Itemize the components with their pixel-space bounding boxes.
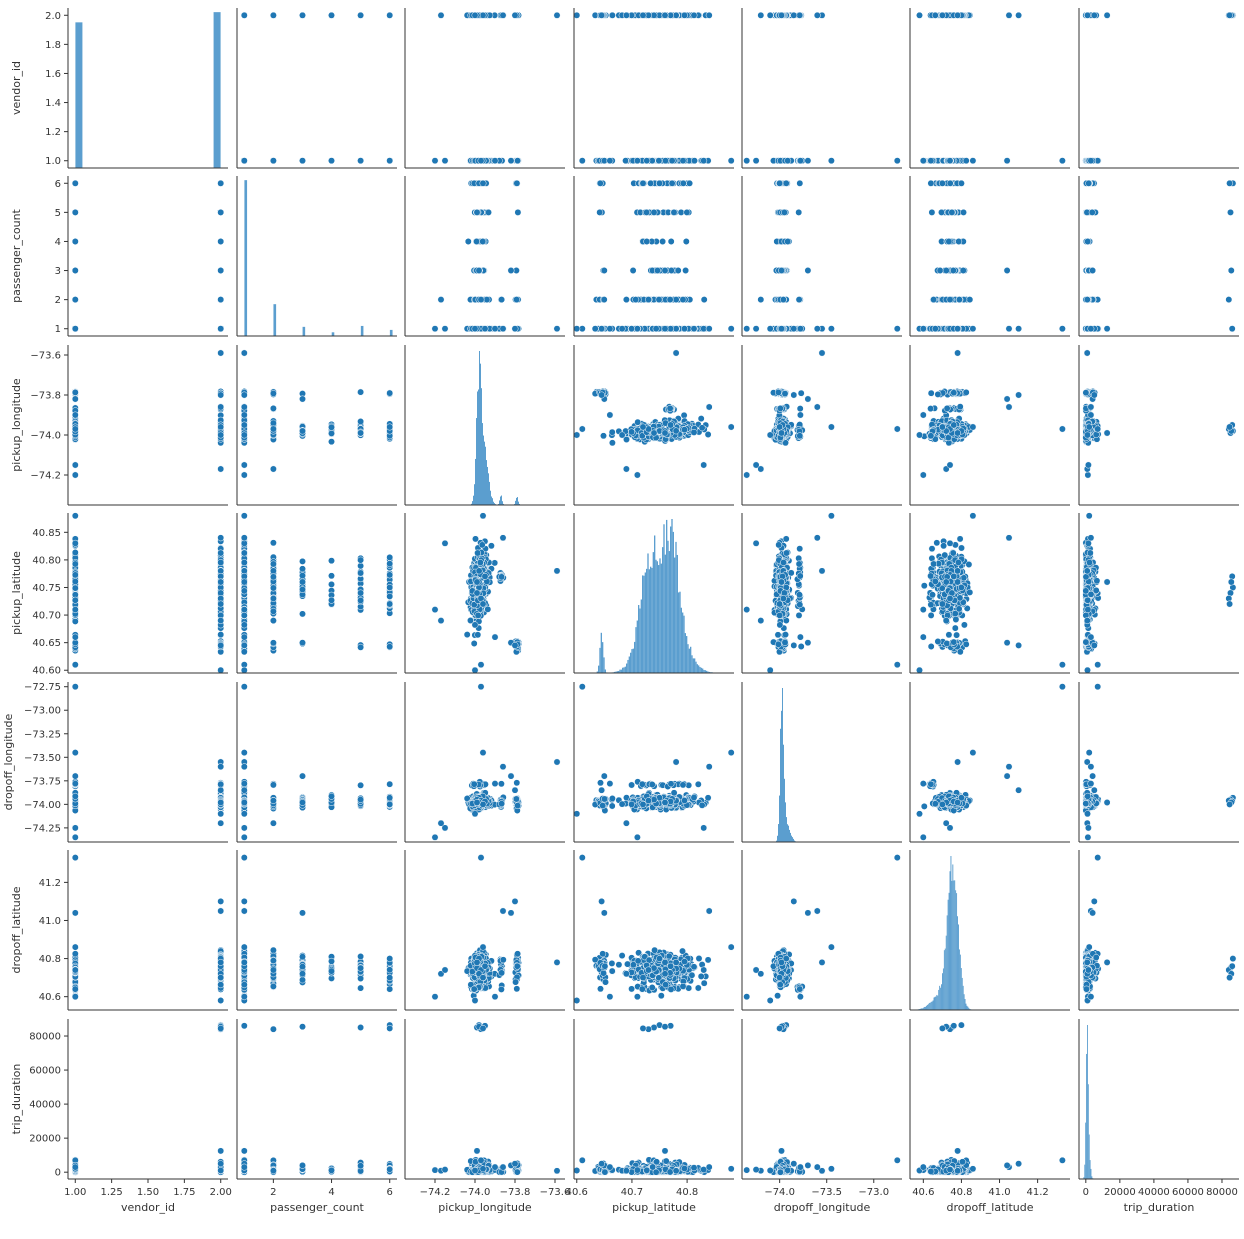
panel-vendor_id-vs-pickup_latitude bbox=[574, 8, 735, 168]
scatter-point bbox=[609, 12, 615, 18]
scatter-point bbox=[656, 158, 662, 164]
scatter-point bbox=[512, 12, 518, 18]
panel-vendor_id-vs-trip_duration bbox=[1079, 8, 1239, 168]
scatter-point bbox=[1226, 12, 1232, 18]
scatter-point bbox=[644, 158, 650, 164]
scatter-point bbox=[357, 12, 363, 18]
scatter-point bbox=[554, 12, 560, 18]
scatter-point bbox=[928, 158, 934, 164]
scatter-point bbox=[579, 158, 585, 164]
scatter-point bbox=[894, 158, 900, 164]
scatter-point bbox=[492, 158, 498, 164]
panel-vendor_id-vs-dropoff_latitude bbox=[910, 8, 1070, 168]
scatter-point bbox=[680, 158, 686, 164]
scatter-point bbox=[438, 12, 444, 18]
scatter-point bbox=[970, 158, 976, 164]
scatter-point bbox=[514, 158, 520, 164]
panel-vendor_id-vs-vendor_id bbox=[68, 8, 228, 168]
scatter-point bbox=[640, 12, 646, 18]
scatter-point bbox=[508, 158, 514, 164]
scatter-point bbox=[744, 158, 750, 164]
scatter-point bbox=[622, 158, 628, 164]
hist-bar-vendor_id-0 bbox=[75, 22, 82, 168]
panel-passenger_count-vs-vendor_id bbox=[68, 176, 228, 336]
scatter-point bbox=[785, 158, 791, 164]
scatter-point bbox=[241, 12, 247, 18]
scatter-point bbox=[634, 158, 640, 164]
scatter-point bbox=[500, 12, 506, 18]
scatter-point bbox=[797, 158, 803, 164]
scatter-point bbox=[1084, 12, 1090, 18]
scatter-point bbox=[701, 158, 707, 164]
panel-vendor_id-vs-dropoff_longitude bbox=[742, 8, 902, 168]
scatter-point bbox=[805, 158, 811, 164]
scatter-point bbox=[623, 12, 629, 18]
scatter-point bbox=[939, 12, 945, 18]
scatter-point bbox=[669, 158, 675, 164]
scatter-point bbox=[598, 12, 604, 18]
scatter-point bbox=[387, 158, 393, 164]
scatter-point bbox=[791, 12, 797, 18]
scatter-point bbox=[270, 158, 276, 164]
scatter-point bbox=[478, 158, 484, 164]
scatter-point bbox=[662, 12, 668, 18]
scatter-point bbox=[480, 12, 486, 18]
scatter-point bbox=[662, 158, 668, 164]
scatter-point bbox=[387, 12, 393, 18]
scatter-point bbox=[916, 12, 922, 18]
scatter-point bbox=[920, 158, 926, 164]
scatter-point bbox=[1006, 12, 1012, 18]
scatter-point bbox=[954, 12, 960, 18]
scatter-point bbox=[328, 12, 334, 18]
scatter-point bbox=[1004, 158, 1010, 164]
scatter-point bbox=[472, 12, 478, 18]
scatter-point bbox=[691, 158, 697, 164]
hist-bar-vendor_id-1 bbox=[213, 12, 220, 168]
scatter-point bbox=[758, 12, 764, 18]
scatter-point bbox=[299, 12, 305, 18]
scatter-point bbox=[753, 158, 759, 164]
scatter-point bbox=[828, 158, 834, 164]
scatter-point bbox=[963, 158, 969, 164]
scatter-point bbox=[932, 12, 938, 18]
scatter-point bbox=[1088, 158, 1094, 164]
scatter-point bbox=[681, 12, 687, 18]
scatter-point bbox=[797, 12, 803, 18]
scatter-point bbox=[691, 12, 697, 18]
scatter-point bbox=[432, 158, 438, 164]
scatter-point bbox=[947, 158, 953, 164]
scatter-point bbox=[270, 12, 276, 18]
scatter-point bbox=[607, 158, 613, 164]
scatter-point bbox=[767, 12, 773, 18]
scatter-point bbox=[728, 158, 734, 164]
scatter-point bbox=[574, 12, 580, 18]
scatter-point bbox=[442, 158, 448, 164]
scatter-point bbox=[814, 12, 820, 18]
scatter-point bbox=[328, 158, 334, 164]
scatter-point bbox=[1104, 12, 1110, 18]
scatter-point bbox=[1015, 12, 1021, 18]
scatter-point bbox=[241, 158, 247, 164]
scatter-point bbox=[1059, 158, 1065, 164]
scatter-point bbox=[299, 158, 305, 164]
panel-vendor_id-vs-passenger_count bbox=[237, 8, 397, 168]
scatter-point bbox=[778, 12, 784, 18]
scatter-point bbox=[706, 12, 712, 18]
scatter-point bbox=[357, 158, 363, 164]
scatter-point bbox=[1091, 12, 1097, 18]
panel-vendor_id-vs-pickup_longitude bbox=[405, 8, 565, 168]
